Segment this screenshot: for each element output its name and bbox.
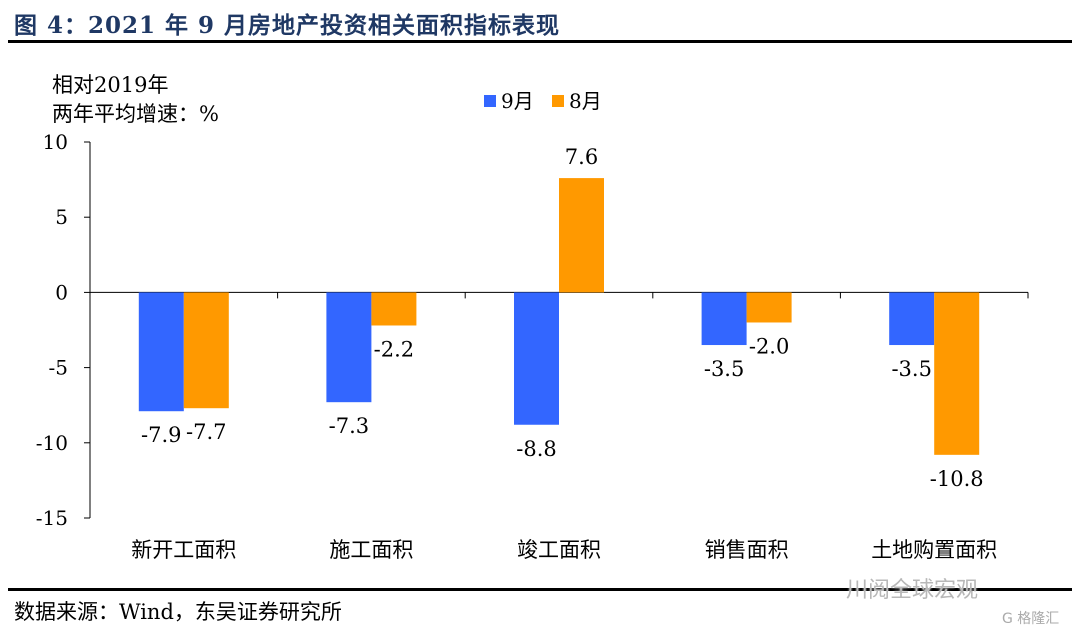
legend-label-8: 8月 <box>569 89 602 113</box>
watermark-logo: G 格隆汇 <box>1002 611 1060 627</box>
bottom-rule <box>8 588 1072 591</box>
bar-8 <box>934 292 980 455</box>
y-tick-label: 10 <box>43 130 68 154</box>
x-tick-label: 新开工面积 <box>131 538 236 562</box>
data-label: -10.8 <box>930 467 984 491</box>
y-tick-label: 5 <box>55 205 68 229</box>
data-label: -7.3 <box>329 414 370 438</box>
bar-8 <box>371 292 417 326</box>
data-label: -8.8 <box>516 437 557 461</box>
y-axis-label-line2: 两年平均增速：% <box>52 102 219 126</box>
data-label: 7.6 <box>565 145 598 169</box>
source-note: 数据来源：Wind，东吴证券研究所 <box>14 600 342 624</box>
legend-label-9: 9月 <box>501 89 534 113</box>
data-label: -2.0 <box>749 334 790 358</box>
y-tick-label: -10 <box>36 431 68 455</box>
bar-9 <box>514 292 559 425</box>
y-tick-label: 0 <box>55 280 68 304</box>
x-tick-label: 竣工面积 <box>517 538 601 562</box>
axes: 10 5 0 -5 -10 -15 新开工面积 施工面积 竣工面积 销售面积 土地购置面积 <box>36 130 1029 562</box>
x-tick-label: 施工面积 <box>329 538 413 562</box>
figure-title: 图 4：2021 年 9 月房地产投资相关面积指标表现 <box>14 12 561 39</box>
legend: 9月 8月 <box>484 89 602 113</box>
bars-group <box>138 178 980 455</box>
data-label: -7.7 <box>186 420 227 444</box>
bar-8 <box>183 292 229 409</box>
top-rule <box>8 40 1072 43</box>
bar-8 <box>559 178 604 293</box>
bar-8 <box>746 292 792 323</box>
bar-9 <box>889 292 935 346</box>
bar-9 <box>326 292 372 403</box>
legend-swatch-8 <box>552 95 564 107</box>
bar-9 <box>701 292 747 346</box>
y-tick-label: -5 <box>49 356 68 380</box>
y-axis-label-line1: 相对2019年 <box>52 73 168 97</box>
x-tick-label: 土地购置面积 <box>871 538 997 562</box>
x-tick-label: 销售面积 <box>705 538 789 562</box>
data-label: -2.2 <box>374 337 415 361</box>
watermark-text: 川阅全球宏观 <box>846 578 979 603</box>
y-tick-label: -15 <box>36 506 68 530</box>
data-labels-group: -7.9 -7.3 -8.8 -3.5 -3.5 -7.7 -2.2 7.6 -2.0 -10.8 <box>141 145 984 491</box>
data-label: -3.5 <box>891 357 932 381</box>
bar-9 <box>138 292 184 412</box>
data-label: -3.5 <box>704 357 745 381</box>
legend-swatch-9 <box>484 95 496 107</box>
data-label: -7.9 <box>141 423 182 447</box>
